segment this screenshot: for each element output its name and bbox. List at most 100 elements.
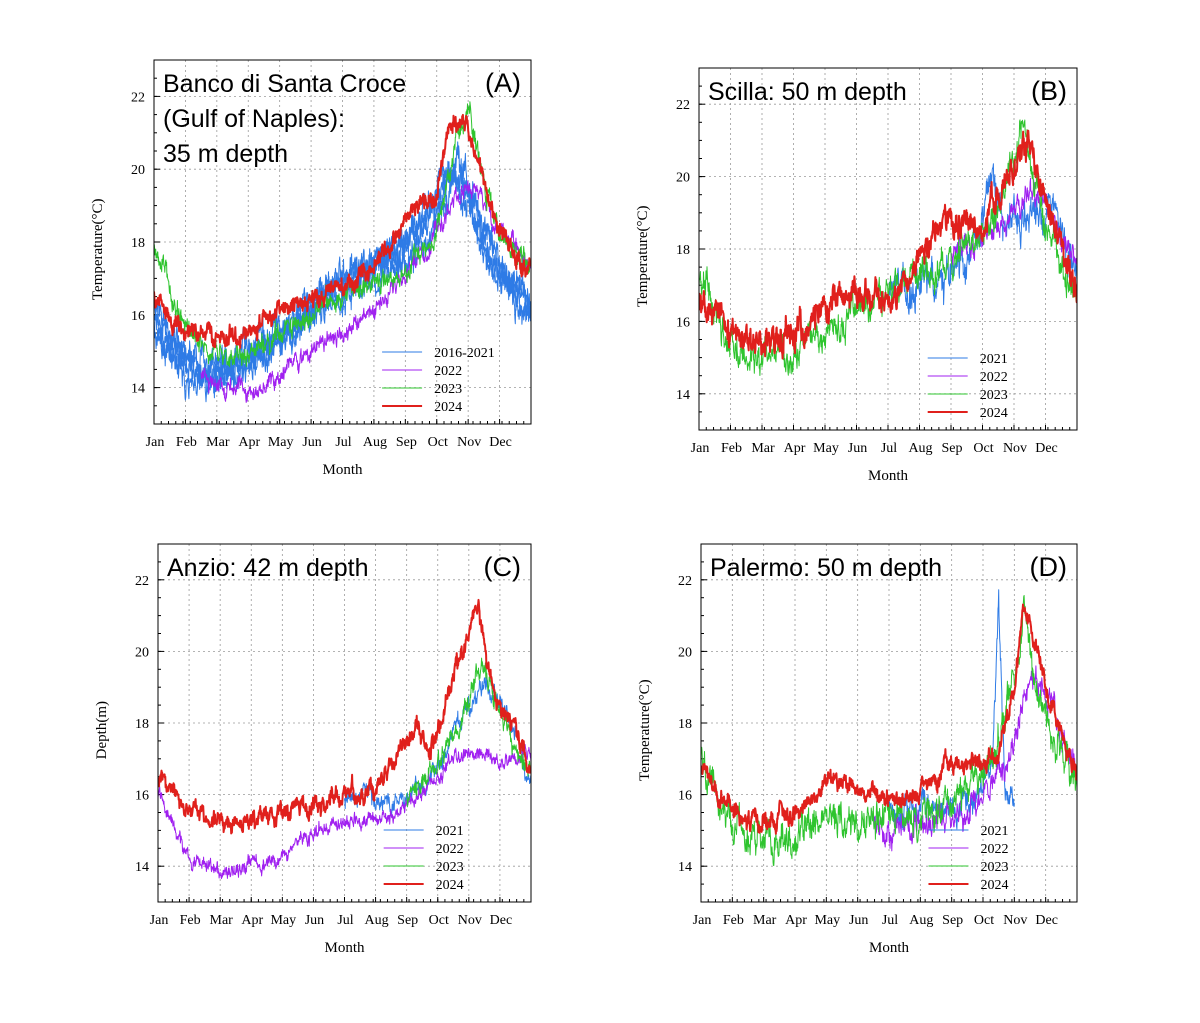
series-group (699, 119, 1077, 376)
x-tick-label: Apr (785, 913, 807, 928)
legend-label: 2024 (980, 878, 1008, 893)
y-tick-label: 14 (135, 860, 149, 875)
y-tick-label: 20 (135, 645, 149, 660)
legend-label: 2023 (980, 860, 1008, 875)
y-tick-label: 18 (676, 243, 690, 258)
x-tick-label: Aug (908, 441, 932, 456)
panel-letter: (C) (484, 552, 521, 582)
plot-frame (700, 543, 1078, 903)
x-axis-title: Month (322, 462, 363, 478)
x-tick-label: Jan (693, 913, 712, 928)
y-tick-label: 22 (678, 574, 692, 589)
y-tick-label: 14 (678, 860, 692, 875)
legend-label: 2023 (434, 382, 462, 397)
x-tick-label: Jun (848, 441, 867, 456)
x-tick-label: Feb (180, 913, 201, 928)
x-tick-label: Aug (909, 913, 933, 928)
x-tick-label: Apr (241, 913, 263, 928)
y-axis-title: Temperature(°C) (637, 679, 653, 781)
panel-title: Palermo: 50 m depth (710, 554, 942, 582)
x-tick-label: Nov (1003, 913, 1027, 928)
x-tick-label: May (270, 913, 296, 928)
y-axis-title: Temperature(°C) (90, 198, 106, 300)
legend-label: 2016-2021 (434, 346, 495, 361)
legend-label: 2024 (436, 878, 464, 893)
x-tick-label: Sep (396, 435, 417, 450)
x-tick-label: Feb (176, 435, 197, 450)
series-line-2022 (872, 665, 1077, 852)
x-tick-label: Jul (337, 913, 353, 928)
y-tick-label: 16 (131, 309, 145, 324)
y-tick-label: 18 (135, 717, 149, 732)
x-tick-label: Mar (753, 913, 777, 928)
legend-label: 2021 (980, 824, 1008, 839)
series-group (154, 101, 531, 403)
x-tick-label: Jun (305, 913, 324, 928)
x-tick-label: Mar (210, 913, 234, 928)
x-tick-label: Sep (397, 913, 418, 928)
x-tick-label: Oct (974, 913, 994, 928)
series-line-2024 (154, 113, 531, 349)
panel-title: Banco di Santa Croce (163, 70, 406, 98)
x-tick-label: Apr (238, 435, 260, 450)
x-tick-label: Aug (365, 913, 389, 928)
legend-label: 2022 (980, 370, 1008, 385)
x-tick-label: Sep (942, 913, 963, 928)
x-tick-label: Feb (721, 441, 742, 456)
panel-title: 35 m depth (163, 140, 288, 168)
legend-label: 2022 (434, 364, 462, 379)
x-tick-label: Jan (691, 441, 710, 456)
x-tick-label: Jun (849, 913, 868, 928)
y-tick-label: 14 (676, 388, 690, 403)
x-tick-label: Jul (881, 441, 897, 456)
x-tick-label: Jan (150, 913, 169, 928)
x-tick-label: Nov (1003, 441, 1027, 456)
series-group (701, 589, 1077, 866)
x-tick-label: Jan (146, 435, 165, 450)
y-tick-label: 16 (135, 789, 149, 804)
x-tick-label: Dec (1035, 441, 1058, 456)
panel-letter: (B) (1031, 76, 1067, 106)
x-tick-label: Nov (458, 913, 482, 928)
legend-label: 2021 (436, 824, 464, 839)
x-tick-label: Nov (457, 435, 481, 450)
y-tick-label: 16 (676, 315, 690, 330)
x-tick-label: Feb (723, 913, 744, 928)
x-tick-label: Aug (363, 435, 387, 450)
plot-frame (153, 59, 532, 425)
panel-letter: (A) (485, 68, 521, 98)
plot-frame (698, 67, 1078, 431)
series-line-2022 (200, 180, 531, 403)
x-tick-label: Jul (335, 435, 351, 450)
x-tick-label: Mar (206, 435, 230, 450)
legend-label: 2022 (436, 842, 464, 857)
x-tick-label: Oct (973, 441, 993, 456)
x-tick-label: Dec (490, 913, 513, 928)
x-tick-label: Jul (882, 913, 898, 928)
legend-label: 2024 (980, 406, 1008, 421)
legend-label: 2023 (436, 860, 464, 875)
y-axis-title: Temperature(°C) (635, 205, 651, 307)
x-tick-label: Apr (784, 441, 806, 456)
legend-label: 2024 (434, 400, 462, 415)
x-tick-label: May (814, 913, 840, 928)
x-tick-label: Dec (1035, 913, 1058, 928)
plot-frame (157, 543, 532, 903)
series-line-2024 (701, 603, 1077, 835)
x-tick-label: Jun (302, 435, 321, 450)
y-tick-label: 22 (676, 98, 690, 113)
y-tick-label: 20 (676, 171, 690, 186)
x-tick-label: Sep (942, 441, 963, 456)
x-axis-title: Month (868, 468, 909, 484)
series-line-2024 (158, 598, 531, 835)
x-tick-label: Oct (428, 435, 448, 450)
panel-title: (Gulf of Naples): (163, 105, 345, 133)
y-axis-title: Depth(m) (94, 701, 110, 759)
chart-panel-A: Jan Feb Mar Apr May Jun Jul Aug Sep Oct Nov Dec 14 16… (90, 59, 532, 478)
x-tick-label: Oct (429, 913, 449, 928)
y-tick-label: 20 (131, 163, 145, 178)
legend-label: 2023 (980, 388, 1008, 403)
panel-title: Scilla: 50 m depth (708, 78, 907, 106)
chart-panel-B: Jan Feb Mar Apr May Jun Jul Aug Sep Oct Nov Dec 14 16… (635, 67, 1078, 484)
